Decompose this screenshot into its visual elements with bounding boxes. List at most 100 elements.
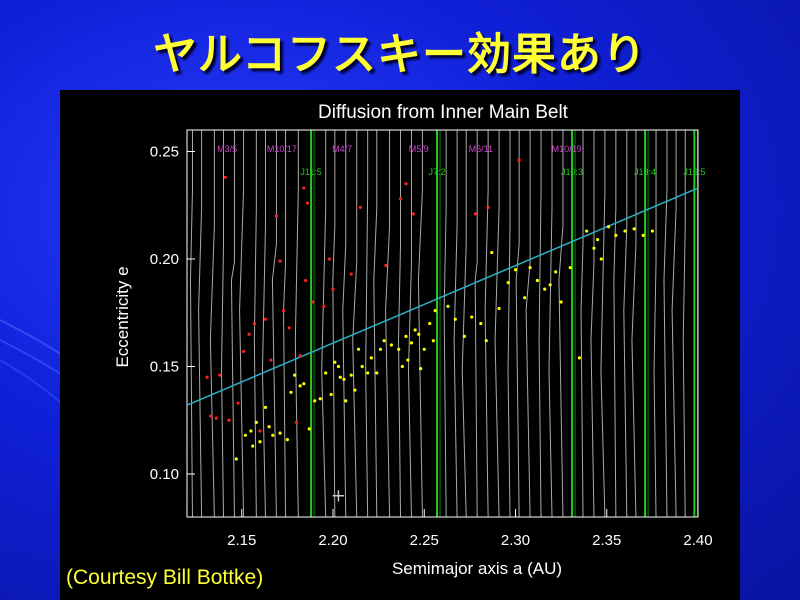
red-data-point xyxy=(278,259,282,263)
x-tick-label: 2.40 xyxy=(683,532,712,549)
yellow-data-point xyxy=(307,427,311,431)
y-tick-label: 0.25 xyxy=(150,144,179,161)
yellow-data-point xyxy=(462,334,466,338)
yellow-data-point xyxy=(298,384,302,388)
mean-motion-resonance-line xyxy=(613,130,617,518)
yellow-data-point xyxy=(243,433,247,437)
yellow-data-point xyxy=(234,457,238,461)
red-data-point xyxy=(247,332,251,336)
mean-motion-resonance-line xyxy=(474,130,478,518)
mean-motion-resonance-line xyxy=(283,130,287,518)
x-tick-label: 2.25 xyxy=(410,532,439,549)
plot-frame xyxy=(186,129,699,518)
jupiter-resonance-label: J16:5 xyxy=(683,167,705,177)
yellow-data-point xyxy=(650,229,654,233)
yellow-data-point xyxy=(409,341,414,345)
yellow-data-point xyxy=(267,425,271,429)
red-data-point xyxy=(214,416,218,420)
mean-motion-resonance-line xyxy=(515,130,520,518)
yellow-data-point xyxy=(599,257,603,261)
mars-resonance-label: M4/7 xyxy=(332,144,352,154)
yellow-data-point xyxy=(278,431,282,435)
yellow-data-point xyxy=(614,233,618,237)
red-data-point xyxy=(263,317,268,321)
mean-motion-resonance-line xyxy=(558,130,564,518)
mean-motion-resonance-line xyxy=(653,130,657,518)
red-data-point xyxy=(236,401,240,405)
mean-motion-resonance-line xyxy=(525,130,531,518)
jupiter-resonance-label: J10:3 xyxy=(561,167,583,177)
yellow-data-point xyxy=(366,371,370,375)
plot-area: 2.15 2.20 2.25 2.30 2.35 2.40 0.10 0.15 0.20 0.25… xyxy=(150,129,713,549)
courtesy-credit: (Courtesy Bill Bottke) xyxy=(66,566,264,589)
red-data-point xyxy=(384,263,388,268)
red-data-point xyxy=(294,420,299,424)
yellow-data-point xyxy=(338,375,342,379)
yellow-data-point xyxy=(470,315,474,319)
red-data-point xyxy=(298,354,302,358)
yellow-data-point xyxy=(623,229,627,233)
y-axis-label: Eccentricity e xyxy=(113,266,132,367)
mean-motion-resonance-line xyxy=(189,130,193,518)
red-data-point xyxy=(398,197,403,201)
yellow-data-point xyxy=(632,227,636,231)
red-data-point xyxy=(258,429,262,433)
yellow-data-point xyxy=(258,440,262,444)
yellow-data-point xyxy=(535,278,539,283)
mean-motion-resonance-line xyxy=(461,130,467,518)
yellow-data-point xyxy=(484,339,488,343)
yellow-data-point xyxy=(369,356,373,360)
yellow-data-point xyxy=(641,233,645,237)
chart-panel: Diffusion from Inner Main Belt 2.15 2.20 2… xyxy=(60,90,740,600)
yellow-data-point xyxy=(356,347,361,351)
mean-motion-resonance-line xyxy=(261,130,266,518)
mean-motion-resonance-line xyxy=(590,130,595,518)
yellow-data-point xyxy=(422,347,426,351)
x-tick-label: 2.20 xyxy=(318,532,347,549)
mean-motion-resonance-line xyxy=(365,130,369,518)
red-data-point xyxy=(327,257,331,261)
yellow-data-point xyxy=(397,347,401,351)
yellow-data-point xyxy=(404,334,408,338)
red-data-point xyxy=(305,201,310,205)
red-data-point xyxy=(223,175,227,179)
jupiter-resonance-label: J7:2 xyxy=(429,167,446,177)
yellow-data-point xyxy=(400,364,404,369)
yellow-data-point xyxy=(479,321,483,326)
red-data-point xyxy=(358,205,362,209)
yellow-data-point xyxy=(497,306,501,311)
x-tick-label: 2.35 xyxy=(592,532,621,549)
yellow-data-point xyxy=(378,347,383,351)
yellow-data-point xyxy=(490,250,494,255)
red-data-point xyxy=(218,373,222,377)
mean-motion-resonance-line xyxy=(209,130,215,518)
chart-title: Diffusion from Inner Main Belt xyxy=(318,102,569,123)
mean-motion-resonance-line xyxy=(253,130,257,518)
yellow-data-point xyxy=(568,266,572,270)
mars-resonance-label: M3/5 xyxy=(217,144,237,154)
yellow-data-point xyxy=(548,283,552,287)
red-data-point xyxy=(302,186,306,190)
red-data-point xyxy=(311,300,315,304)
red-data-point xyxy=(227,418,231,422)
yellow-data-point xyxy=(318,397,322,401)
eccentricity-scatter-chart: Diffusion from Inner Main Belt 2.15 2.20 2… xyxy=(113,102,713,578)
jupiter-resonance-label: J11:5 xyxy=(300,167,321,177)
yellow-data-point xyxy=(271,433,275,437)
mean-motion-resonance-line xyxy=(385,130,391,518)
yellow-data-point xyxy=(302,382,306,386)
mean-motion-resonance-line xyxy=(682,130,686,518)
yellow-data-point xyxy=(360,364,364,369)
mean-motion-resonance-line xyxy=(453,130,458,518)
yellow-data-point xyxy=(285,438,289,442)
yellow-data-point xyxy=(431,339,435,343)
mean-motion-resonance-line xyxy=(507,130,511,518)
red-data-point xyxy=(322,304,326,308)
mean-motion-resonance-line xyxy=(484,130,489,518)
red-data-point xyxy=(274,214,279,218)
yellow-data-point xyxy=(353,388,357,392)
mean-motion-resonance-line xyxy=(239,130,245,518)
trend-line xyxy=(186,187,699,406)
mean-motion-resonance-line xyxy=(198,130,203,518)
yellow-data-point xyxy=(333,360,337,364)
